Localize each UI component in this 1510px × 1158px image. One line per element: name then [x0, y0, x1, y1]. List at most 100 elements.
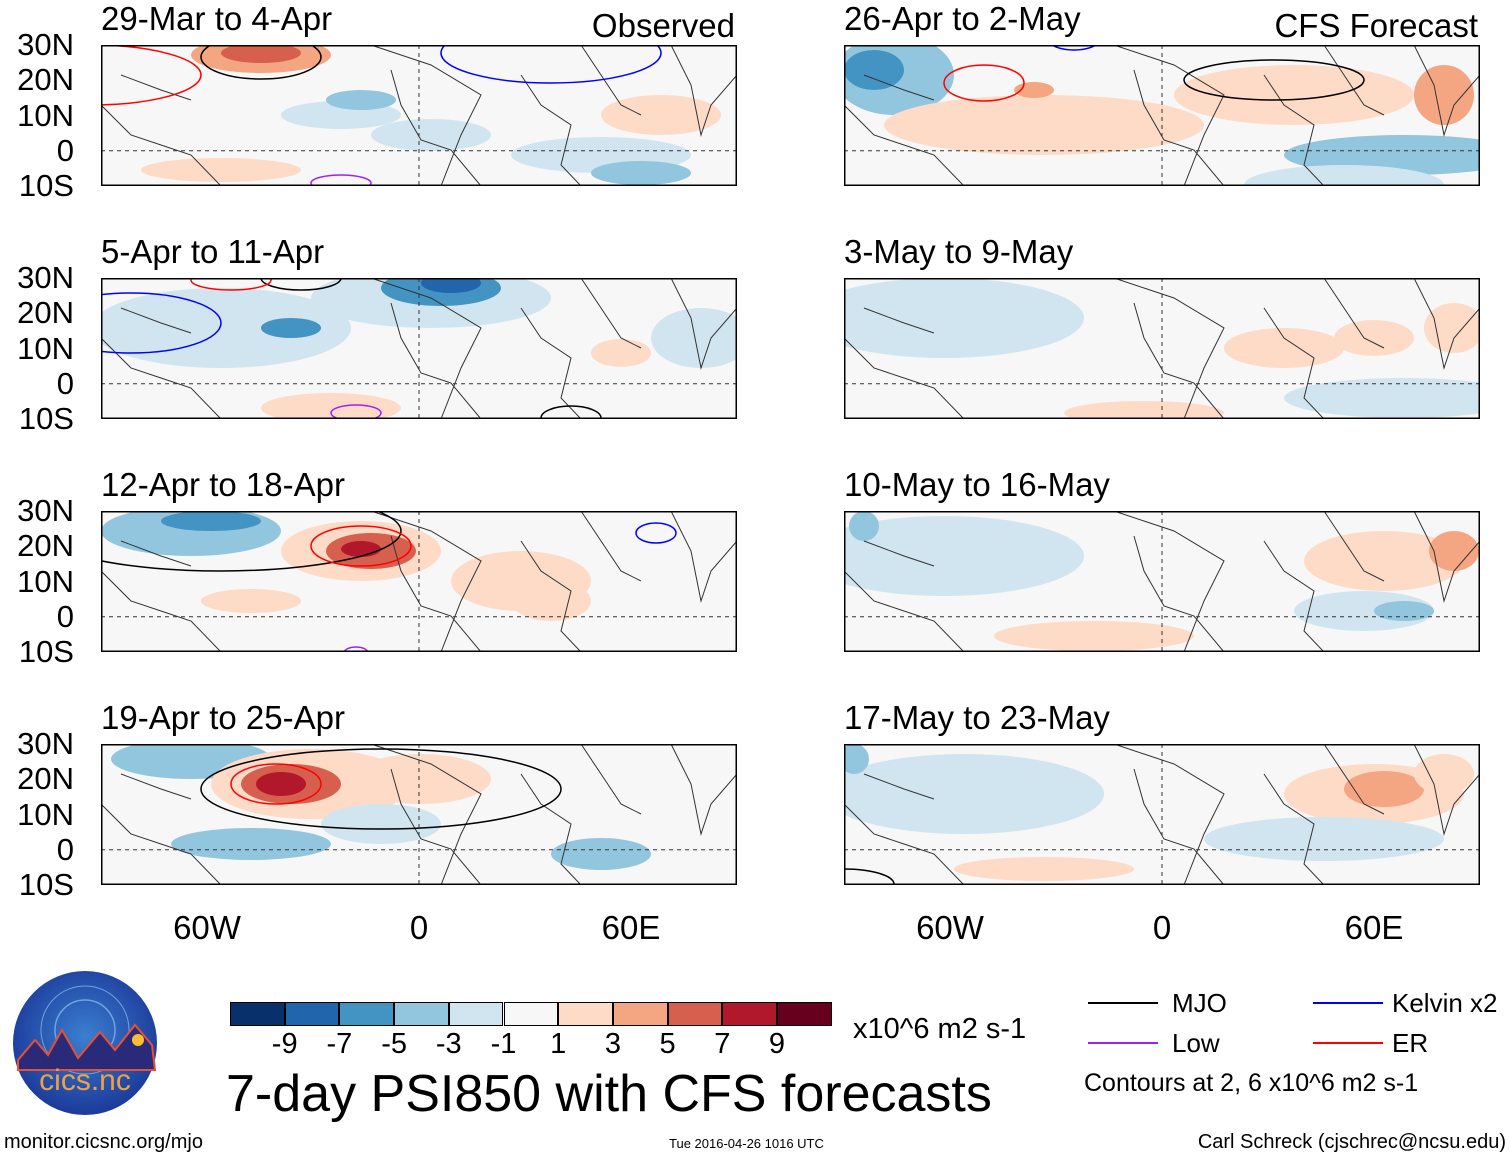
- lat-label: 20N: [17, 528, 74, 564]
- footer-timestamp: Tue 2016-04-26 1016 UTC: [669, 1136, 824, 1151]
- colorbar-swatch: [503, 1002, 559, 1026]
- contour-line: [635, 522, 677, 544]
- colorbar-tick: -7: [326, 1028, 353, 1060]
- lat-label: 0: [56, 598, 74, 634]
- contour-line: [330, 404, 382, 419]
- anomaly-region: [1429, 531, 1479, 571]
- anomaly-region: [1374, 601, 1434, 621]
- anomaly-region: [1294, 591, 1434, 631]
- anomaly-region: [201, 589, 301, 613]
- colorbar-swatch: [667, 1002, 723, 1026]
- anomaly-region: [994, 621, 1194, 651]
- lat-label: 30N: [17, 493, 74, 528]
- colorbar-tick: -1: [490, 1028, 517, 1060]
- lat-label: 0: [56, 365, 74, 401]
- map-panel: [844, 511, 1480, 652]
- colorbar-units: x10^6 m2 s-1: [853, 1013, 1027, 1045]
- anomaly-region: [844, 50, 904, 90]
- colorbar-swatch: [612, 1002, 668, 1026]
- anomaly-region: [844, 754, 1104, 834]
- lat-label: 10S: [18, 401, 74, 436]
- figure-title: 7-day PSI850 with CFS forecasts: [226, 1065, 992, 1123]
- contour-line: [101, 511, 402, 572]
- anomaly-region: [421, 278, 481, 293]
- anomaly-region: [1174, 65, 1414, 125]
- colorbar-tick: 5: [659, 1028, 676, 1060]
- contour-line: [230, 763, 322, 805]
- legend-label-er: ER: [1392, 1028, 1429, 1058]
- colorbar-swatch: [284, 1002, 340, 1026]
- contour-line: [190, 278, 272, 291]
- map-panel: [101, 45, 737, 186]
- colorbar-tick: 9: [768, 1028, 786, 1060]
- anomaly-region: [1334, 320, 1414, 356]
- panel-title: 5-Apr to 11-Apr: [101, 233, 325, 270]
- lat-label: 20N: [17, 761, 74, 797]
- anomaly-region: [326, 90, 396, 110]
- legend-label-kelvin: Kelvin x2: [1392, 988, 1498, 1018]
- anomaly-region: [849, 511, 879, 541]
- anomaly-region: [884, 95, 1204, 155]
- lat-label: 10N: [17, 97, 74, 133]
- anomaly-region: [1304, 531, 1464, 591]
- anomaly-region: [256, 772, 306, 796]
- legend-line-kelvin: [1313, 1002, 1383, 1004]
- lat-label: 10S: [18, 168, 74, 203]
- colorbar-swatch: [339, 1002, 395, 1026]
- contour-line: [943, 64, 1025, 102]
- lat-label: 10S: [18, 867, 74, 902]
- anomaly-region: [261, 393, 401, 419]
- colorbar-tick: 7: [714, 1028, 731, 1060]
- anomaly-region: [651, 308, 737, 368]
- panel-title: 29-Mar to 4-Apr: [101, 0, 333, 37]
- contour-line: [343, 646, 369, 652]
- lat-label: 10N: [17, 796, 74, 832]
- anomaly-region: [101, 288, 351, 368]
- colorbar-swatch: [230, 1002, 285, 1026]
- anomaly-region: [1224, 328, 1344, 368]
- colorbar-swatch: [558, 1002, 613, 1026]
- panel-title: 19-Apr to 25-Apr: [101, 699, 345, 736]
- contour-note: Contours at 2, 6 x10^6 m2 s-1: [1084, 1069, 1419, 1097]
- contour-line: [101, 292, 222, 354]
- lat-label: 0: [56, 132, 74, 168]
- legend-line-low: [1088, 1042, 1158, 1044]
- anomaly-region: [351, 754, 491, 804]
- coastline: [844, 278, 1480, 419]
- colorbar-tick: -9: [271, 1028, 298, 1060]
- map-panel: [101, 744, 737, 885]
- panel-title: 12-Apr to 18-Apr: [101, 466, 345, 503]
- contour-line: [260, 278, 342, 291]
- colorbar-swatch: [722, 1002, 777, 1026]
- lat-label: 10N: [17, 563, 74, 599]
- anomaly-region: [511, 581, 591, 621]
- legend-label-mjo: MJO: [1172, 988, 1227, 1018]
- lat-label: 0: [56, 831, 74, 867]
- panel-title: 3-May to 9-May: [844, 233, 1074, 270]
- anomaly-region: [1204, 817, 1444, 861]
- anomaly-region: [844, 516, 1084, 596]
- coastline: [101, 511, 737, 652]
- contour-line: [310, 525, 412, 567]
- colorbar-swatch: [448, 1002, 504, 1026]
- lat-label: 30N: [17, 260, 74, 295]
- anomaly-region: [591, 339, 651, 367]
- anomaly-region: [1244, 165, 1444, 186]
- anomaly-region: [1284, 135, 1480, 175]
- map-panel: [844, 744, 1480, 885]
- footer-author: Carl Schreck (cjschrec@ncsu.edu): [1197, 1131, 1506, 1153]
- anomaly-region: [1414, 65, 1474, 125]
- lon-label: 0: [409, 909, 429, 946]
- anomaly-region: [321, 804, 441, 844]
- panel-title: 26-Apr to 2-May: [844, 0, 1081, 37]
- lon-label: 0: [1152, 909, 1172, 946]
- contour-line: [1183, 59, 1365, 101]
- anomaly-region: [171, 828, 331, 860]
- anomaly-region: [844, 278, 1084, 358]
- contour-line: [200, 45, 322, 80]
- anomaly-region: [161, 511, 261, 531]
- panel-label: CFS Forecast: [1274, 7, 1478, 44]
- footer-url[interactable]: monitor.cicsnc.org/mjo: [4, 1131, 203, 1153]
- contour-line: [1051, 45, 1097, 51]
